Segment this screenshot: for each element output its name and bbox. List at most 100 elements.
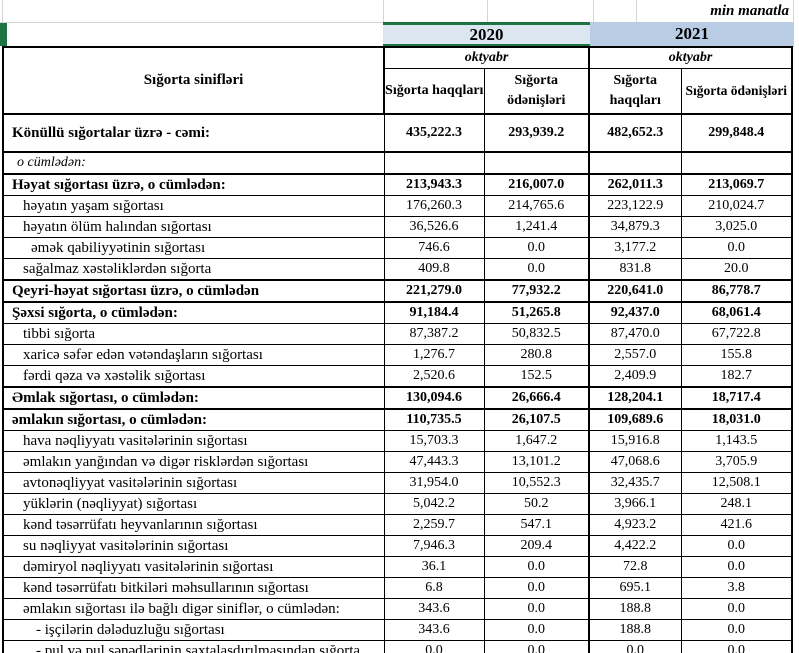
cell-value[interactable]: 293,939.2 xyxy=(483,113,590,153)
cell-value[interactable]: 213,069.7 xyxy=(680,173,793,196)
row-label[interactable]: əmlakın yanğından və digər risklərdən sı… xyxy=(2,451,385,473)
cell-value[interactable]: 91,184.4 xyxy=(383,301,485,324)
row-label[interactable]: fərdi qəza və xəstəlik sığortası xyxy=(2,365,385,388)
cell-value[interactable]: 26,107.5 xyxy=(483,408,590,431)
year-header-2020[interactable]: 2020 xyxy=(383,22,590,47)
cell-value[interactable]: 3,966.1 xyxy=(588,493,682,515)
cell-value[interactable]: 130,094.6 xyxy=(383,386,485,410)
cell-value[interactable]: 188.8 xyxy=(588,619,682,641)
cell-value[interactable]: 214,765.6 xyxy=(483,195,590,217)
row-label[interactable]: Əmlak sığortası, o cümlədən: xyxy=(2,386,385,410)
cell-value[interactable]: 3,025.0 xyxy=(680,216,793,238)
cell-value[interactable]: 1,143.5 xyxy=(680,430,793,452)
cell-value[interactable]: 223,122.9 xyxy=(588,195,682,217)
cell-value[interactable]: 26,666.4 xyxy=(483,386,590,410)
cell-value[interactable]: 248.1 xyxy=(680,493,793,515)
cell-value[interactable]: 86,778.7 xyxy=(680,279,793,303)
cell-value[interactable]: 280.8 xyxy=(483,344,590,366)
row-label[interactable]: su nəqliyyat vasitələrinin sığortası xyxy=(2,535,385,557)
cell-value[interactable]: 746.6 xyxy=(383,237,485,259)
cell-value[interactable]: 20.0 xyxy=(680,258,793,281)
col-header-2020-premiums[interactable]: Sığorta haqqları xyxy=(383,68,485,115)
row-label[interactable]: yüklərin (nəqliyyat) sığortası xyxy=(2,493,385,515)
cell-value[interactable]: 299,848.4 xyxy=(680,113,793,153)
row-label[interactable]: kənd təsərrüfatı heyvanlarının sığortası xyxy=(2,514,385,536)
row-label[interactable]: hava nəqliyyatı vasitələrinin sığortası xyxy=(2,430,385,452)
cell-value[interactable]: 343.6 xyxy=(383,619,485,641)
row-label[interactable]: dəmiryol nəqliyyatı vasitələrinin sığort… xyxy=(2,556,385,578)
cell-value[interactable] xyxy=(680,151,793,175)
cell-value[interactable]: 4,422.2 xyxy=(588,535,682,557)
cell-value[interactable]: 155.8 xyxy=(680,344,793,366)
cell-value[interactable]: 2,557.0 xyxy=(588,344,682,366)
cell-value[interactable]: 72.8 xyxy=(588,556,682,578)
row-label[interactable]: sağalmaz xəstəliklərdən sığorta xyxy=(2,258,385,281)
cell-value[interactable]: 31,954.0 xyxy=(383,472,485,494)
cell-value[interactable]: 110,735.5 xyxy=(383,408,485,431)
cell-value[interactable]: 7,946.3 xyxy=(383,535,485,557)
cell-value[interactable]: 32,435.7 xyxy=(588,472,682,494)
cell-value[interactable]: 695.1 xyxy=(588,577,682,599)
cell-value[interactable]: 50.2 xyxy=(483,493,590,515)
cell-value[interactable]: 3,705.9 xyxy=(680,451,793,473)
cell-value[interactable]: 182.7 xyxy=(680,365,793,388)
cell-value[interactable]: 2,259.7 xyxy=(383,514,485,536)
cell-value[interactable]: 47,443.3 xyxy=(383,451,485,473)
cell-value[interactable]: 0.0 xyxy=(680,535,793,557)
row-label-header[interactable]: Sığorta sinifləri xyxy=(2,46,385,115)
cell-value[interactable]: 12,508.1 xyxy=(680,472,793,494)
cell-value[interactable]: 0.0 xyxy=(588,640,682,653)
cell-value[interactable]: 68,061.4 xyxy=(680,301,793,324)
row-label[interactable]: kənd təsərrüfatı bitkiləri məhsullarının… xyxy=(2,577,385,599)
cell-value[interactable]: 5,042.2 xyxy=(383,493,485,515)
cell-value[interactable]: 18,717.4 xyxy=(680,386,793,410)
cell-value[interactable]: 0.0 xyxy=(680,598,793,620)
cell-value[interactable]: 18,031.0 xyxy=(680,408,793,431)
row-label[interactable]: Qeyri-həyat sığortası üzrə, o cümlədən xyxy=(2,279,385,303)
cell-value[interactable]: 220,641.0 xyxy=(588,279,682,303)
cell-value[interactable]: 0.0 xyxy=(483,598,590,620)
cell-value[interactable] xyxy=(588,151,682,175)
cell-value[interactable]: 34,879.3 xyxy=(588,216,682,238)
cell-value[interactable]: 221,279.0 xyxy=(383,279,485,303)
period-2021[interactable]: oktyabr xyxy=(588,46,793,69)
cell-value[interactable]: 87,470.0 xyxy=(588,323,682,345)
cell-value[interactable]: 0.0 xyxy=(483,556,590,578)
row-label[interactable]: həyatın ölüm halından sığortası xyxy=(2,216,385,238)
cell-value[interactable]: 77,932.2 xyxy=(483,279,590,303)
cell-value[interactable]: 4,923.2 xyxy=(588,514,682,536)
row-label[interactable]: əmlakın sığortası, o cümlədən: xyxy=(2,408,385,431)
cell-value[interactable]: 1,276.7 xyxy=(383,344,485,366)
cell-value[interactable]: 87,387.2 xyxy=(383,323,485,345)
cell-value[interactable]: 435,222.3 xyxy=(383,113,485,153)
cell-value[interactable]: 0.0 xyxy=(483,619,590,641)
cell-value[interactable]: 0.0 xyxy=(680,619,793,641)
cell-value[interactable]: 421.6 xyxy=(680,514,793,536)
cell-value[interactable]: 0.0 xyxy=(383,640,485,653)
cell-value[interactable]: 152.5 xyxy=(483,365,590,388)
cell-value[interactable]: 92,437.0 xyxy=(588,301,682,324)
row-label[interactable]: xaricə səfər edən vətəndaşların sığortas… xyxy=(2,344,385,366)
cell-value[interactable]: 262,011.3 xyxy=(588,173,682,196)
cell-value[interactable]: 1,647.2 xyxy=(483,430,590,452)
row-label[interactable]: həyatın yaşam sığortası xyxy=(2,195,385,217)
cell-value[interactable]: 213,943.3 xyxy=(383,173,485,196)
period-2020[interactable]: oktyabr xyxy=(383,46,590,69)
row-label[interactable]: - pul və pul sənədlərinin saxtalaşdırılm… xyxy=(2,640,385,653)
col-header-2020-payments[interactable]: Sığorta ödənişləri xyxy=(483,68,590,115)
cell-value[interactable]: 2,409.9 xyxy=(588,365,682,388)
cell-value[interactable]: 6.8 xyxy=(383,577,485,599)
cell-value[interactable] xyxy=(483,151,590,175)
cell-value[interactable]: 36.1 xyxy=(383,556,485,578)
cell-value[interactable]: 482,652.3 xyxy=(588,113,682,153)
row-label[interactable]: əmlakın sığortası ilə bağlı digər sinifl… xyxy=(2,598,385,620)
cell-value[interactable]: 128,204.1 xyxy=(588,386,682,410)
cell-value[interactable]: 210,024.7 xyxy=(680,195,793,217)
cell-value[interactable]: 188.8 xyxy=(588,598,682,620)
cell-value[interactable]: 3,177.2 xyxy=(588,237,682,259)
cell-value[interactable]: 547.1 xyxy=(483,514,590,536)
cell-value[interactable]: 176,260.3 xyxy=(383,195,485,217)
col-header-2021-premiums[interactable]: Sığorta haqqları xyxy=(588,68,682,115)
cell-value[interactable]: 47,068.6 xyxy=(588,451,682,473)
cell-value[interactable]: 3.8 xyxy=(680,577,793,599)
